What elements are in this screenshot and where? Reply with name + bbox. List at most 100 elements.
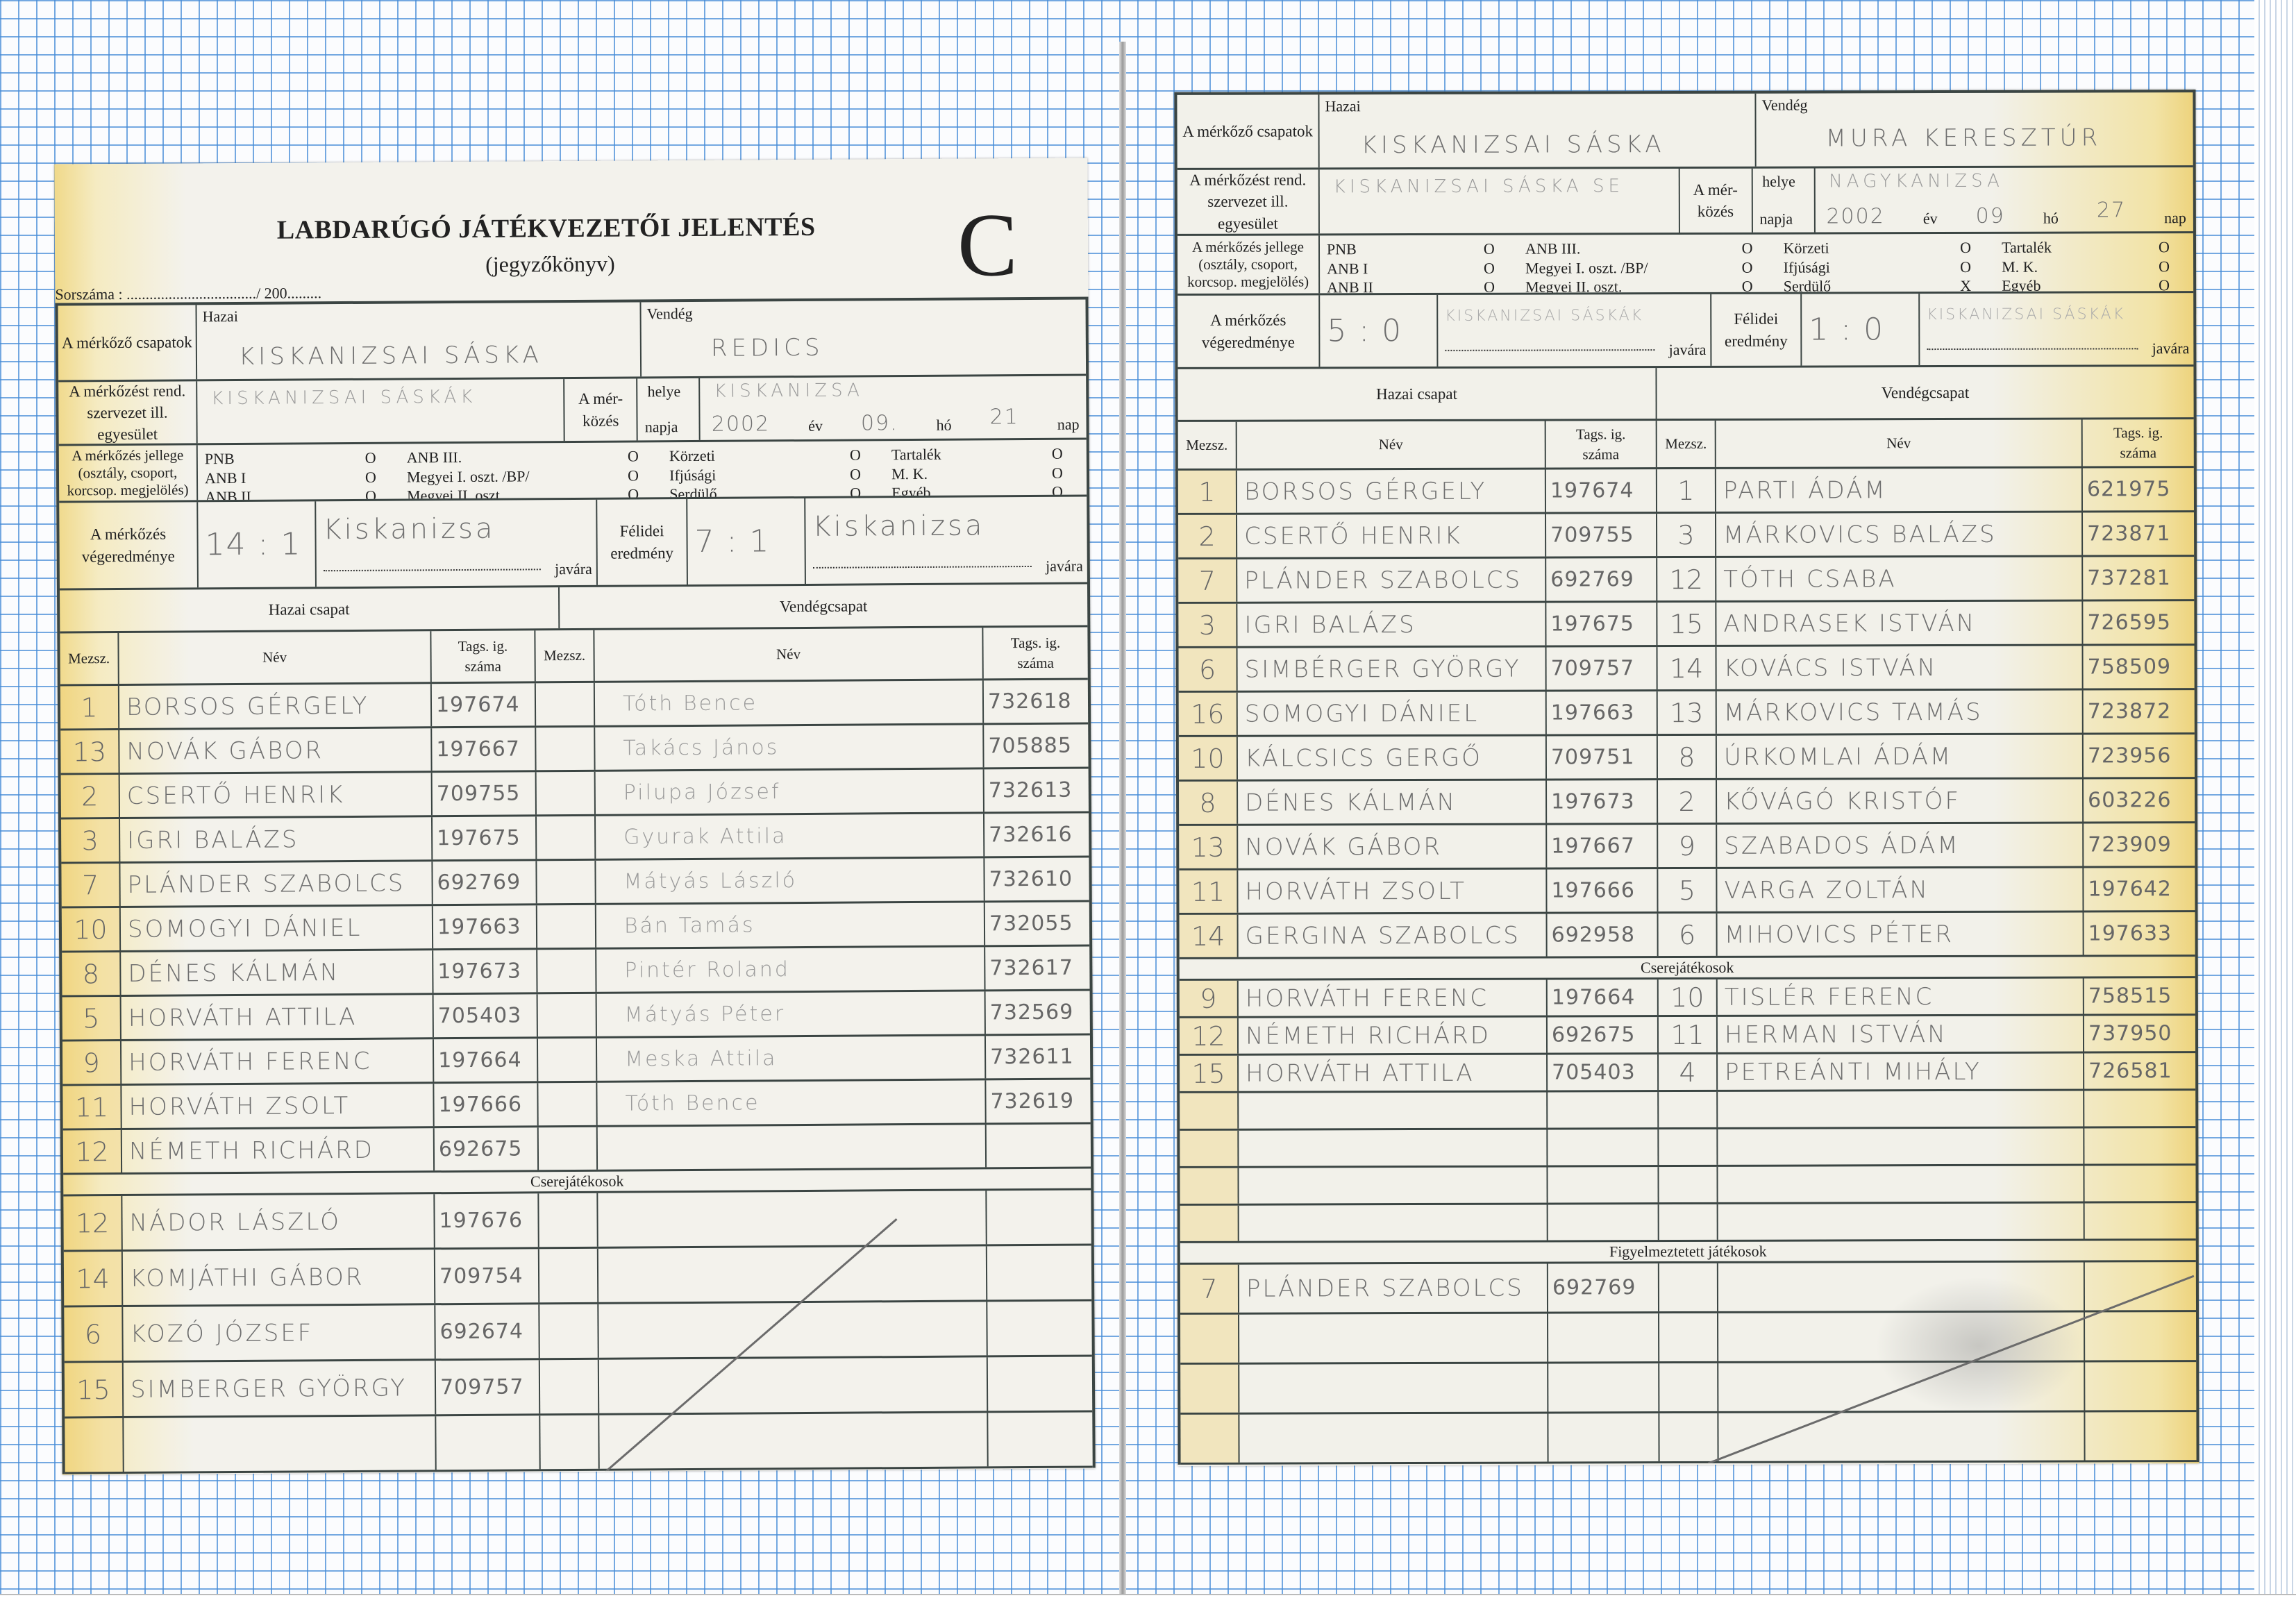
shirt-number: 7 [61, 864, 121, 907]
player-id [1548, 1167, 1659, 1203]
shirt-number [1659, 1313, 1719, 1362]
half-winner-cell: KISKANIZSAI SÁSKÁK javára [1920, 293, 2193, 365]
month-value: 09. [860, 411, 898, 436]
shirt-number: 10 [1178, 737, 1239, 780]
shirt-number: 10 [1658, 979, 1718, 1016]
category-group: Körzeti O Ifjúsági O Serdülő O [662, 441, 885, 497]
player-id: 197673 [1547, 780, 1659, 823]
referee-report-form-left: LABDARÚGÓ JÁTÉKVEZETŐI JELENTÉS (jegyzők… [54, 158, 1096, 1475]
column-header-number: Mezsz. [1178, 421, 1237, 469]
venue-value: KISKANIZSA [714, 380, 864, 402]
player-row: 2 CSERTŐ HENRIK 709755 3 MÁRKOVICS BALÁZS 723… [1178, 512, 2195, 560]
category-option-label: Egyéb [2002, 276, 2041, 292]
shirt-number: 2 [1658, 780, 1718, 823]
shirt-number [1659, 1204, 1718, 1241]
organizer-row: A mérkőzést rend. szervezet ill. egyesül… [58, 376, 1087, 446]
category-option-label: Körzeti [1783, 239, 1829, 257]
player-name: Pintér Roland [596, 947, 986, 992]
referee-report-form-right: A mérkőző csapatok Hazai KISKANIZSAI SÁSKA… [1174, 90, 2199, 1466]
player-name: MÁRKOVICS BALÁZS [1716, 512, 2084, 556]
shirt-number [1659, 1129, 1718, 1166]
team-headings-row: Hazai csapat Vendégcsapat [1178, 367, 2194, 422]
shirt-number: 3 [1178, 603, 1238, 646]
player-name [599, 1413, 989, 1469]
category-group: ANB III. O Megyei I. oszt. /BP/O Megyei II.… [1518, 235, 1777, 293]
shirt-number [1180, 1205, 1239, 1241]
half-winner-dotline [1927, 348, 2138, 351]
shirt-number [537, 860, 596, 904]
player-id: 732610 [989, 866, 1073, 892]
substitute-row: 15 SIMBERGER GYÖRGY 709757 [64, 1356, 1093, 1419]
player-row: 10 SOMOGYI DÁNIEL 197663 Bán Tamás 732055 [61, 902, 1090, 953]
player-id [987, 1124, 1091, 1167]
form-header: LABDARÚGÓ JÁTÉKVEZETŐI JELENTÉS (jegyzők… [54, 158, 1088, 303]
shirt-number [538, 1082, 598, 1126]
player-name [1718, 1128, 2085, 1165]
player-id [436, 1415, 541, 1470]
substitute-row: 15 HORVÁTH ATTILA 705403 4 PETREÁNTI MIHÁLY 7… [1180, 1053, 2196, 1093]
date-line: 2002 év 09. hó 21 nap [712, 405, 1080, 437]
substitute-row: 14 KOMJÁTHI GÁBOR 709754 [63, 1245, 1092, 1308]
shirt-number: 12 [1179, 1018, 1239, 1054]
shirt-number: 7 [1178, 559, 1238, 602]
shirt-number: 13 [60, 730, 120, 773]
final-score-value: 14 : 1 [205, 526, 302, 563]
category-group: Tartalék O M. K. O Egyéb O [1995, 233, 2193, 292]
player-id: 197673 [433, 950, 538, 993]
home-label: Hazai [1325, 97, 1361, 115]
venue-date-labels: helye napja [1752, 168, 1816, 233]
column-header-id: Tags. ig. száma [1010, 634, 1061, 671]
player-name: ANDRASEK ISTVÁN [1716, 601, 2084, 645]
column-header-name: Név [119, 631, 432, 684]
category-option-mark: O [364, 448, 376, 466]
home-team-heading: Hazai csapat [1178, 368, 1657, 420]
substitutes-section: 12 NÁDOR LÁSZLÓ 197676 14 KOMJÁTHI GÁBOR 7097… [63, 1190, 1093, 1474]
organizer-cell: KISKANIZSAI SÁSKA SE [1319, 169, 1680, 234]
player-row: 14 GERGINA SZABOLCS 692958 6 MIHOVICS PÉTER 1… [1179, 912, 2195, 959]
player-name [598, 1302, 988, 1358]
half-winner-value: Kiskanizsa [812, 510, 985, 543]
column-headers-row: Mezsz. Név Tags. ig. száma Mezsz. Név Tags. i… [60, 627, 1088, 687]
player-name: Mátyás László [596, 858, 985, 903]
category-option-label: PNB [204, 449, 235, 468]
half-result-label: Félidei eredmény [1711, 294, 1802, 366]
shirt-number: 6 [1178, 648, 1238, 691]
player-name [1718, 1203, 2085, 1240]
player-name: PARTI ÁDÁM [1716, 468, 2083, 512]
category-label: A mérkőzés jellege (osztály, csoport, ko… [1177, 235, 1321, 294]
away-team-heading: Vendégcsapat [779, 596, 868, 615]
player-name: CSERTŐ HENRIK [1237, 514, 1547, 557]
player-id: 603226 [2088, 788, 2172, 813]
player-name: Meska Attila [596, 1036, 987, 1081]
substitute-row [1180, 1091, 2196, 1131]
player-name: CSERTŐ HENRIK [119, 773, 433, 818]
shirt-number: 1 [1657, 469, 1716, 512]
shirt-number: 9 [62, 1041, 122, 1084]
final-winner-dotline [323, 569, 541, 572]
player-name: PLÁNDER SZABOLCS [1239, 1263, 1549, 1313]
teams-label: A mérkőző csapatok [58, 305, 198, 380]
year-value: 2002 [1826, 204, 1885, 229]
player-name: SZABADOS ÁDÁM [1717, 823, 2084, 867]
half-winner-cell: Kiskanizsa javára [805, 496, 1087, 583]
player-id [2085, 1262, 2196, 1310]
day-value: 21 [989, 405, 1019, 430]
category-option-mark: O [1741, 277, 1753, 293]
player-name: NÁDOR LÁSZLÓ [122, 1194, 435, 1250]
category-group: PNB O ANB I O ANB II O [1320, 235, 1518, 294]
venue-label: helye [1762, 172, 1795, 190]
substitute-row: 12 NÉMETH RICHÁRD 692675 11 HERMAN ISTVÁN 737… [1179, 1016, 2196, 1056]
player-id [988, 1356, 1092, 1411]
player-id: 197667 [432, 728, 537, 771]
player-row: 11 HORVÁTH ZSOLT 197666 5 VARGA ZOLTÁN 197642 [1179, 868, 2195, 915]
day-suffix: nap [1057, 415, 1080, 433]
category-option-mark: O [2159, 276, 2170, 292]
shirt-number: 8 [1179, 781, 1239, 824]
category-option-mark: X [1960, 276, 1972, 292]
category-option-label: Megyei I. oszt. /BP/ [1525, 258, 1648, 277]
player-name: TISLÉR FERENC [1717, 978, 2084, 1015]
category-option-mark: O [364, 468, 376, 486]
category-option-label: ANB III. [406, 448, 462, 466]
category-option-mark: O [1051, 464, 1063, 482]
shirt-number: 8 [1657, 735, 1718, 779]
